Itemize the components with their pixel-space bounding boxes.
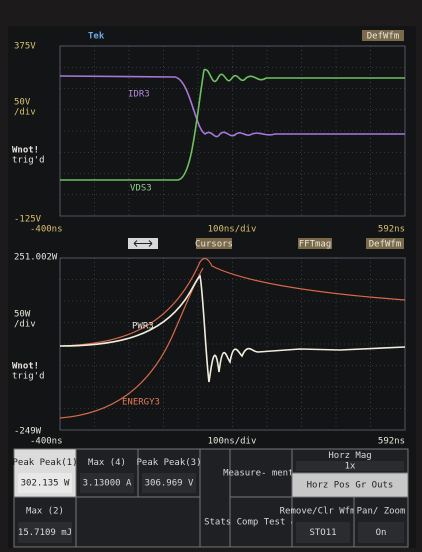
scale: 50V	[14, 98, 31, 108]
menu-value-box	[80, 473, 134, 494]
button-label: DefWfm	[369, 240, 402, 250]
scale: 50W	[14, 310, 31, 320]
top-frame	[59, 45, 406, 217]
trace-label: ENERGY3	[122, 398, 160, 408]
trigger-status: Wnot!	[12, 146, 39, 156]
trace-label: IDR3	[128, 90, 150, 100]
trace-label: VDS3	[130, 184, 152, 194]
envelope-trace	[59, 257, 406, 347]
menu-value: STO11	[309, 528, 336, 538]
x-scale: 100ns/div	[208, 225, 257, 235]
menu-blank	[75, 496, 201, 548]
bottom-graticule	[60, 258, 405, 430]
brand: Tek	[88, 32, 105, 42]
menu: Peak Peak(1) 302.135 W Max (4) 3.13000 A Pea…	[12, 448, 409, 548]
arrow-icon	[133, 240, 153, 247]
menu-value: 1x	[345, 462, 356, 472]
menu-label: Peak Peak(3)	[136, 458, 201, 468]
menu-value: 302.135 W	[21, 479, 70, 489]
trigger-status: trig'd	[12, 372, 45, 382]
menu-label: Horz Mag	[328, 451, 371, 461]
menu-label: Max (4)	[88, 458, 126, 468]
menu-blank	[199, 448, 231, 548]
y-bottom: -125V	[14, 215, 42, 225]
top-graticule	[60, 46, 405, 216]
y-bottom: -249W	[14, 427, 42, 437]
menu-label: Max (2)	[26, 507, 64, 517]
button-label: Cursors	[195, 240, 233, 250]
y-top: 375V	[14, 42, 36, 52]
button-label: FFTmag	[299, 240, 332, 250]
trigger-status: trig'd	[12, 156, 45, 166]
menu-value: 306.969 V	[145, 479, 194, 489]
menu-value-box	[358, 522, 404, 543]
bottom-frame	[59, 257, 406, 431]
scale-unit: /div	[14, 108, 36, 118]
menu-value-box	[142, 473, 196, 494]
y-top: 251.002W	[14, 253, 58, 263]
idr3-trace	[59, 75, 405, 138]
menu-label: Peak Peak(1)	[12, 458, 77, 468]
menu-value-box	[296, 461, 404, 472]
menu-value: 15.7109 mJ	[18, 528, 72, 538]
menu-button[interactable]	[291, 472, 409, 498]
menu-label: Stats Comp Test & Def	[204, 518, 318, 528]
menu-label: Pan/ Zoom	[357, 507, 406, 517]
menu-button[interactable]	[229, 496, 293, 548]
button[interactable]	[366, 238, 404, 249]
scale-unit: /div	[14, 320, 36, 330]
menu-value-box	[296, 522, 350, 543]
trace-label: PWR3	[132, 322, 154, 332]
menu-value: 3.13000 A	[83, 479, 132, 489]
menu-label: Measure- ments	[223, 469, 299, 479]
defwfm-tab	[362, 30, 404, 41]
button[interactable]	[196, 238, 232, 249]
vds3-trace	[60, 68, 405, 181]
x-start: -400ns	[30, 225, 63, 235]
menu-value: On	[376, 528, 387, 538]
x-end: 592ns	[378, 225, 405, 235]
menu-label: Horz Pos Gr Outs	[307, 481, 394, 491]
menu-value-box	[18, 473, 72, 494]
pwr3-trace	[59, 274, 406, 383]
x-scale: 100ns/div	[208, 437, 257, 447]
top-right-tab: DefWfm	[367, 32, 400, 42]
x-end: 592ns	[378, 437, 405, 447]
button[interactable]	[298, 238, 332, 249]
menu-label: Remove/Clr Wfm 1	[280, 507, 367, 517]
trigger-status: Wnot!	[12, 362, 39, 372]
menu-value-box	[18, 522, 72, 543]
x-start: -400ns	[30, 437, 63, 447]
